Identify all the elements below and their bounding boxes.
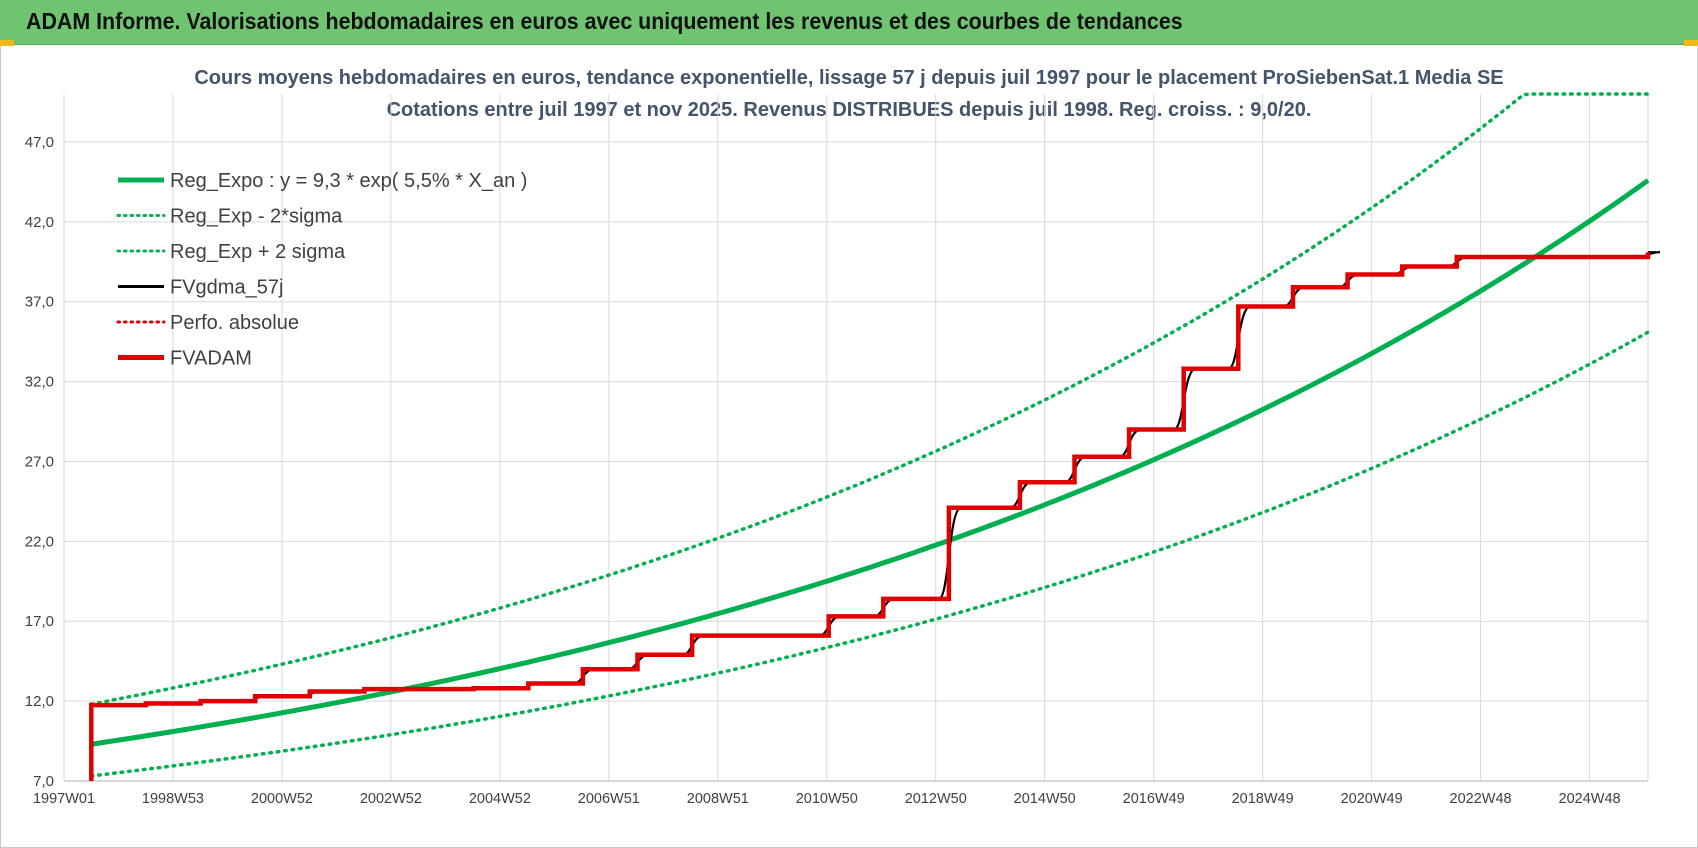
- reg-exp-plus-2-sigma-line: [89, 92, 1650, 706]
- legend-label: Reg_Exp + 2 sigma: [170, 241, 346, 263]
- y-tick-label: 17,0: [25, 613, 54, 630]
- x-axis-ticks: 1997W01 1998W53 2000W52 2002W52 2004W52 2006W…: [33, 791, 1621, 807]
- corner-marker-right: [1684, 40, 1698, 46]
- report-title: ADAM Informe. Valorisations hebdomadaire…: [26, 8, 1183, 34]
- x-tick-label: 2014W50: [1014, 791, 1076, 807]
- legend-label: Perfo. absolue: [170, 312, 299, 334]
- chart-title: Cours moyens hebdomadaires en euros, ten…: [194, 67, 1503, 89]
- y-tick-label: 32,0: [25, 374, 54, 391]
- report-banner: ADAM Informe. Valorisations hebdomadaire…: [0, 0, 1698, 45]
- x-tick-label: 2020W49: [1341, 791, 1403, 807]
- legend-label: FVADAM: [170, 348, 252, 370]
- reg-exp-minus-2-sigma-line: [89, 330, 1650, 778]
- legend: Reg_Expo : y = 9,3 * exp( 5,5% * X_an ) R…: [116, 170, 527, 370]
- y-tick-label: 42,0: [25, 214, 54, 231]
- x-tick-label: 2004W52: [469, 791, 531, 807]
- x-tick-label: 2022W48: [1450, 791, 1512, 807]
- x-tick-label: 2024W48: [1559, 791, 1621, 807]
- x-tick-label: 2016W49: [1123, 791, 1185, 807]
- y-tick-label: 27,0: [25, 453, 54, 470]
- x-tick-label: 2002W52: [360, 791, 422, 807]
- y-tick-label: 47,0: [25, 134, 54, 151]
- x-tick-label: 2010W50: [796, 791, 858, 807]
- x-tick-label: 1997W01: [33, 791, 95, 807]
- reg-expo-line: [90, 178, 1650, 747]
- x-tick-label: 1998W53: [142, 791, 204, 807]
- corner-marker-left: [0, 40, 14, 46]
- legend-label: FVgdma_57j: [170, 277, 283, 299]
- y-tick-label: 7,0: [33, 773, 54, 790]
- x-tick-label: 2008W51: [687, 791, 749, 807]
- x-tick-label: 2018W49: [1232, 791, 1294, 807]
- x-tick-label: 2000W52: [251, 791, 313, 807]
- legend-label: Reg_Expo : y = 9,3 * exp( 5,5% * X_an ): [170, 170, 527, 192]
- chart-subtitle: Cotations entre juil 1997 et nov 2025. R…: [387, 99, 1312, 121]
- chart-svg: Cours moyens hebdomadaires en euros, ten…: [25, 67, 1661, 807]
- fvadam-line: [89, 252, 1651, 781]
- y-tick-label: 37,0: [25, 294, 54, 311]
- plot-lines: [89, 92, 1661, 781]
- gridlines: [63, 94, 1649, 782]
- x-tick-label: 2012W50: [905, 791, 967, 807]
- y-tick-label: 12,0: [25, 693, 54, 710]
- x-tick-label: 2006W51: [578, 791, 640, 807]
- legend-label: Reg_Exp - 2*sigma: [170, 206, 343, 228]
- y-axis-ticks: 7,0 12,0 17,0 22,0 27,0 32,0 37,0 42,0 47,0: [25, 134, 54, 790]
- y-tick-label: 22,0: [25, 533, 54, 550]
